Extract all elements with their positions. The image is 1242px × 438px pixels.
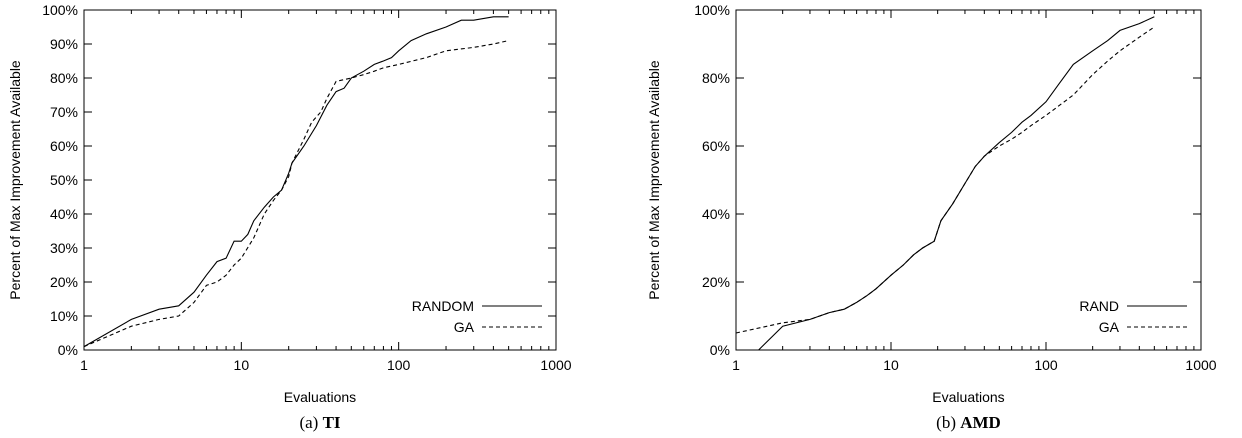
chart-0-y-tick-label: 50%	[50, 172, 78, 188]
chart-1-x-tick-label: 1	[732, 357, 740, 373]
chart-0-y-tick-label: 30%	[50, 240, 78, 256]
chart-1-y-tick-label: 100%	[694, 2, 730, 18]
chart-0-y-tick-label: 70%	[50, 104, 78, 120]
chart-1-y-tick-label: 20%	[702, 274, 730, 290]
chart-1-y-tick-label: 60%	[702, 138, 730, 154]
chart-0-x-tick-label: 1000	[540, 357, 571, 373]
chart-0-y-tick-label: 0%	[58, 342, 78, 358]
panel-amd: 0% 20% 40% 60% 80% 100% 1 10 100 1000 Evaluations P…	[646, 2, 1217, 432]
chart-1-y-tick-label: 40%	[702, 206, 730, 222]
chart-0-y-tick-label: 60%	[50, 138, 78, 154]
chart-1-legend-label-ga: GA	[1099, 319, 1120, 335]
chart-0-legend-label-ga: GA	[454, 319, 475, 335]
chart-1-x-tick-label: 10	[883, 357, 899, 373]
chart-0-x-tick-label: 1	[80, 357, 88, 373]
chart-1-series-ga-line	[735, 26, 1155, 334]
chart-0-series-random-line	[83, 16, 509, 348]
chart-1-y-tick-label: 0%	[710, 342, 730, 358]
chart-0-y-tick-label: 10%	[50, 308, 78, 324]
chart-0-y-tick-label: 80%	[50, 70, 78, 86]
chart-1-x-tick-label: 1000	[1185, 357, 1216, 373]
chart-0-x-tick-label: 100	[387, 357, 411, 373]
chart-1-caption-prefix: (b)	[936, 413, 960, 432]
chart-0-caption-prefix: (a)	[299, 413, 322, 432]
chart-1-plot-frame	[735, 9, 1202, 351]
chart-0-y-tick-label: 90%	[50, 36, 78, 52]
chart-0-y-tick-label: 40%	[50, 206, 78, 222]
chart-0-series-ga-line	[83, 40, 509, 348]
chart-0-legend-label-random: RANDOM	[412, 298, 474, 314]
chart-1-caption: (b) AMD	[936, 413, 1001, 432]
chart-0-y-tick-label: 20%	[50, 274, 78, 290]
chart-1-caption-title: AMD	[960, 413, 1001, 432]
chart-0-y-tick-label: 100%	[42, 2, 78, 18]
chart-0-caption-title: TI	[323, 413, 341, 432]
chart-0-x-tick-label: 10	[234, 357, 250, 373]
chart-0-caption: (a) TI	[299, 413, 340, 432]
chart-1-x-tick-label: 100	[1034, 357, 1058, 373]
chart-1-legend-label-rand: RAND	[1079, 298, 1119, 314]
chart-0-plot-frame	[83, 9, 557, 351]
chart-0-x-axis-title: Evaluations	[284, 389, 356, 405]
chart-0-y-axis-title: Percent of Max Improvement Available	[7, 60, 23, 300]
chart-1-x-axis-title: Evaluations	[932, 389, 1004, 405]
chart-1-y-axis-title: Percent of Max Improvement Available	[646, 60, 662, 300]
chart-1-y-tick-label: 80%	[702, 70, 730, 86]
panel-ti: 0% 10% 20% 30% 40% 50% 60% 70% 80% 90% 100% 1 10 100 1…	[7, 2, 572, 432]
